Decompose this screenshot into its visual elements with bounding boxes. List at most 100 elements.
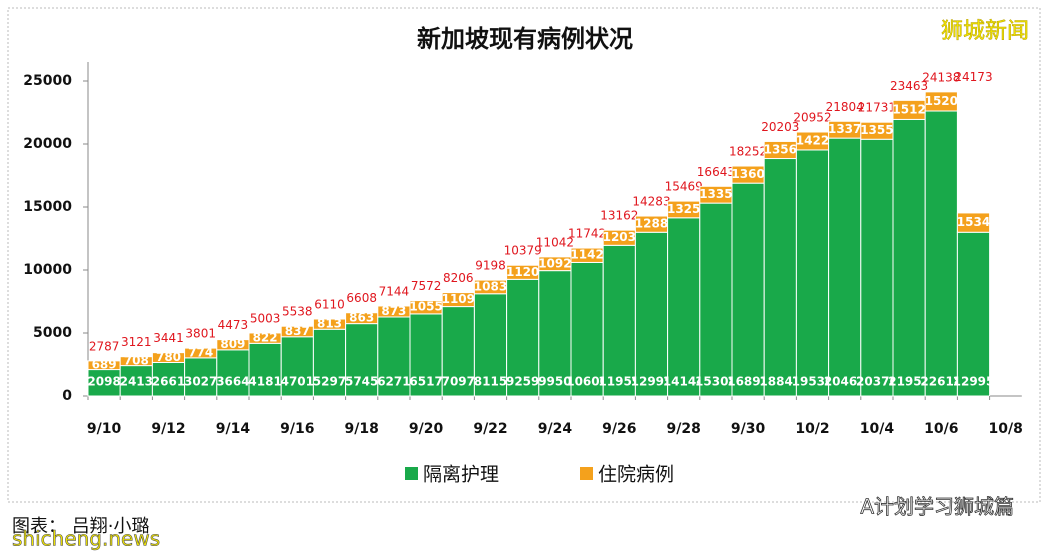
data-label: 1534 (957, 215, 990, 229)
total-label: 11742 (568, 227, 606, 241)
data-label: 22618 (920, 375, 962, 389)
data-label: 16892 (727, 375, 769, 389)
data-label: 822 (253, 331, 278, 345)
total-label: 6110 (314, 298, 345, 312)
data-label: 1325 (667, 202, 700, 216)
bar-segment (924, 91, 958, 112)
x-tick-label: 9/28 (667, 421, 701, 437)
legend-label: 隔离护理 (423, 464, 499, 486)
bar-segment (795, 149, 830, 397)
data-label: 1288 (635, 217, 668, 231)
bar-segment (119, 365, 153, 397)
data-label: 1142 (570, 248, 603, 262)
x-tick-label: 9/10 (87, 421, 122, 437)
data-label: 708 (124, 354, 149, 368)
total-label: 3121 (121, 335, 152, 349)
data-label: 3027 (184, 375, 217, 389)
data-label: 1120 (506, 265, 539, 279)
data-label: 774 (188, 345, 213, 359)
data-label: 12995 (631, 375, 673, 389)
x-tick-label: 9/22 (473, 421, 507, 437)
data-label: 20376 (856, 375, 898, 389)
total-label: 15469 (665, 180, 703, 194)
bar-segment (828, 137, 862, 397)
y-tick-label: 20000 (23, 136, 72, 152)
watermark: 狮城新闻 (941, 19, 1029, 44)
x-tick-label: 10/4 (860, 421, 895, 437)
data-label: 12995 (953, 375, 995, 389)
y-tick-label: 0 (62, 388, 72, 404)
x-tick-label: 9/12 (151, 421, 185, 437)
legend-swatch (580, 467, 593, 480)
total-label: 2787 (89, 339, 120, 353)
data-label: 1355 (860, 123, 893, 137)
data-label: 2413 (120, 375, 153, 389)
y-tick-label: 25000 (23, 73, 72, 89)
bar-segment (602, 244, 636, 397)
total-label: 20952 (793, 111, 831, 125)
total-label: 13162 (600, 209, 638, 223)
chart-title: 新加坡现有病例状况 (417, 25, 633, 53)
data-label: 873 (381, 304, 406, 318)
bar-segment (924, 110, 958, 397)
data-label: 863 (349, 311, 374, 325)
data-label: 6271 (377, 375, 410, 389)
data-label: 1512 (892, 102, 925, 116)
bar-segment (860, 138, 894, 397)
data-label: 2098 (87, 375, 120, 389)
total-label: 3801 (185, 327, 216, 341)
bar-segment (151, 361, 186, 397)
data-label: 9950 (538, 375, 571, 389)
bar-segment (699, 202, 733, 397)
data-label: 813 (317, 317, 342, 331)
data-label: 689 (92, 358, 117, 372)
total-label: 24138 (922, 70, 960, 84)
bar-segment (570, 261, 604, 397)
data-label: 1422 (796, 133, 829, 147)
data-label: 1109 (442, 292, 475, 306)
x-tick-label: 10/6 (924, 421, 958, 437)
total-label: 24173 (954, 70, 992, 84)
total-label: 20203 (761, 120, 799, 134)
bar-segment (248, 342, 282, 397)
total-label: 21804 (826, 100, 864, 114)
data-label: 1092 (538, 256, 571, 270)
data-label: 6517 (409, 375, 442, 389)
caption: 图表： 吕翔·小璐 (12, 516, 149, 537)
data-label: 20467 (824, 375, 866, 389)
data-label: 18847 (759, 375, 801, 389)
bar-segment (731, 182, 765, 397)
data-label: 2661 (152, 375, 185, 389)
legend-label: 住院病例 (598, 464, 674, 486)
bar-segment (441, 306, 475, 397)
total-label: 6608 (346, 291, 377, 305)
y-tick-label: 15000 (23, 199, 72, 215)
total-label: 7572 (411, 279, 442, 293)
total-label: 21731 (858, 101, 896, 115)
data-label: 8115 (474, 375, 507, 389)
total-label: 4473 (218, 318, 249, 332)
data-label: 5745 (345, 375, 378, 389)
x-tick-label: 9/18 (345, 421, 379, 437)
total-label: 5538 (282, 305, 313, 319)
watermark: shicheng.news (12, 527, 160, 551)
y-tick-label: 10000 (23, 262, 72, 278)
total-label: 9198 (475, 259, 506, 273)
bar-segment (763, 158, 797, 397)
total-label: 23463 (890, 79, 928, 93)
data-label: 1360 (731, 167, 764, 181)
bar-segment (216, 349, 250, 397)
watermark: A计划学习狮城篇 (860, 495, 1014, 519)
data-label: 3664 (216, 375, 249, 389)
data-label: 1203 (603, 230, 636, 244)
data-label: 1055 (409, 300, 442, 314)
x-tick-label: 9/14 (216, 421, 251, 437)
data-label: 7097 (442, 375, 475, 389)
total-label: 16643 (697, 165, 735, 179)
x-tick-label: 10/8 (989, 421, 1023, 437)
bar-segment (956, 212, 991, 233)
data-label: 9259 (506, 375, 539, 389)
total-label: 14283 (632, 195, 670, 209)
